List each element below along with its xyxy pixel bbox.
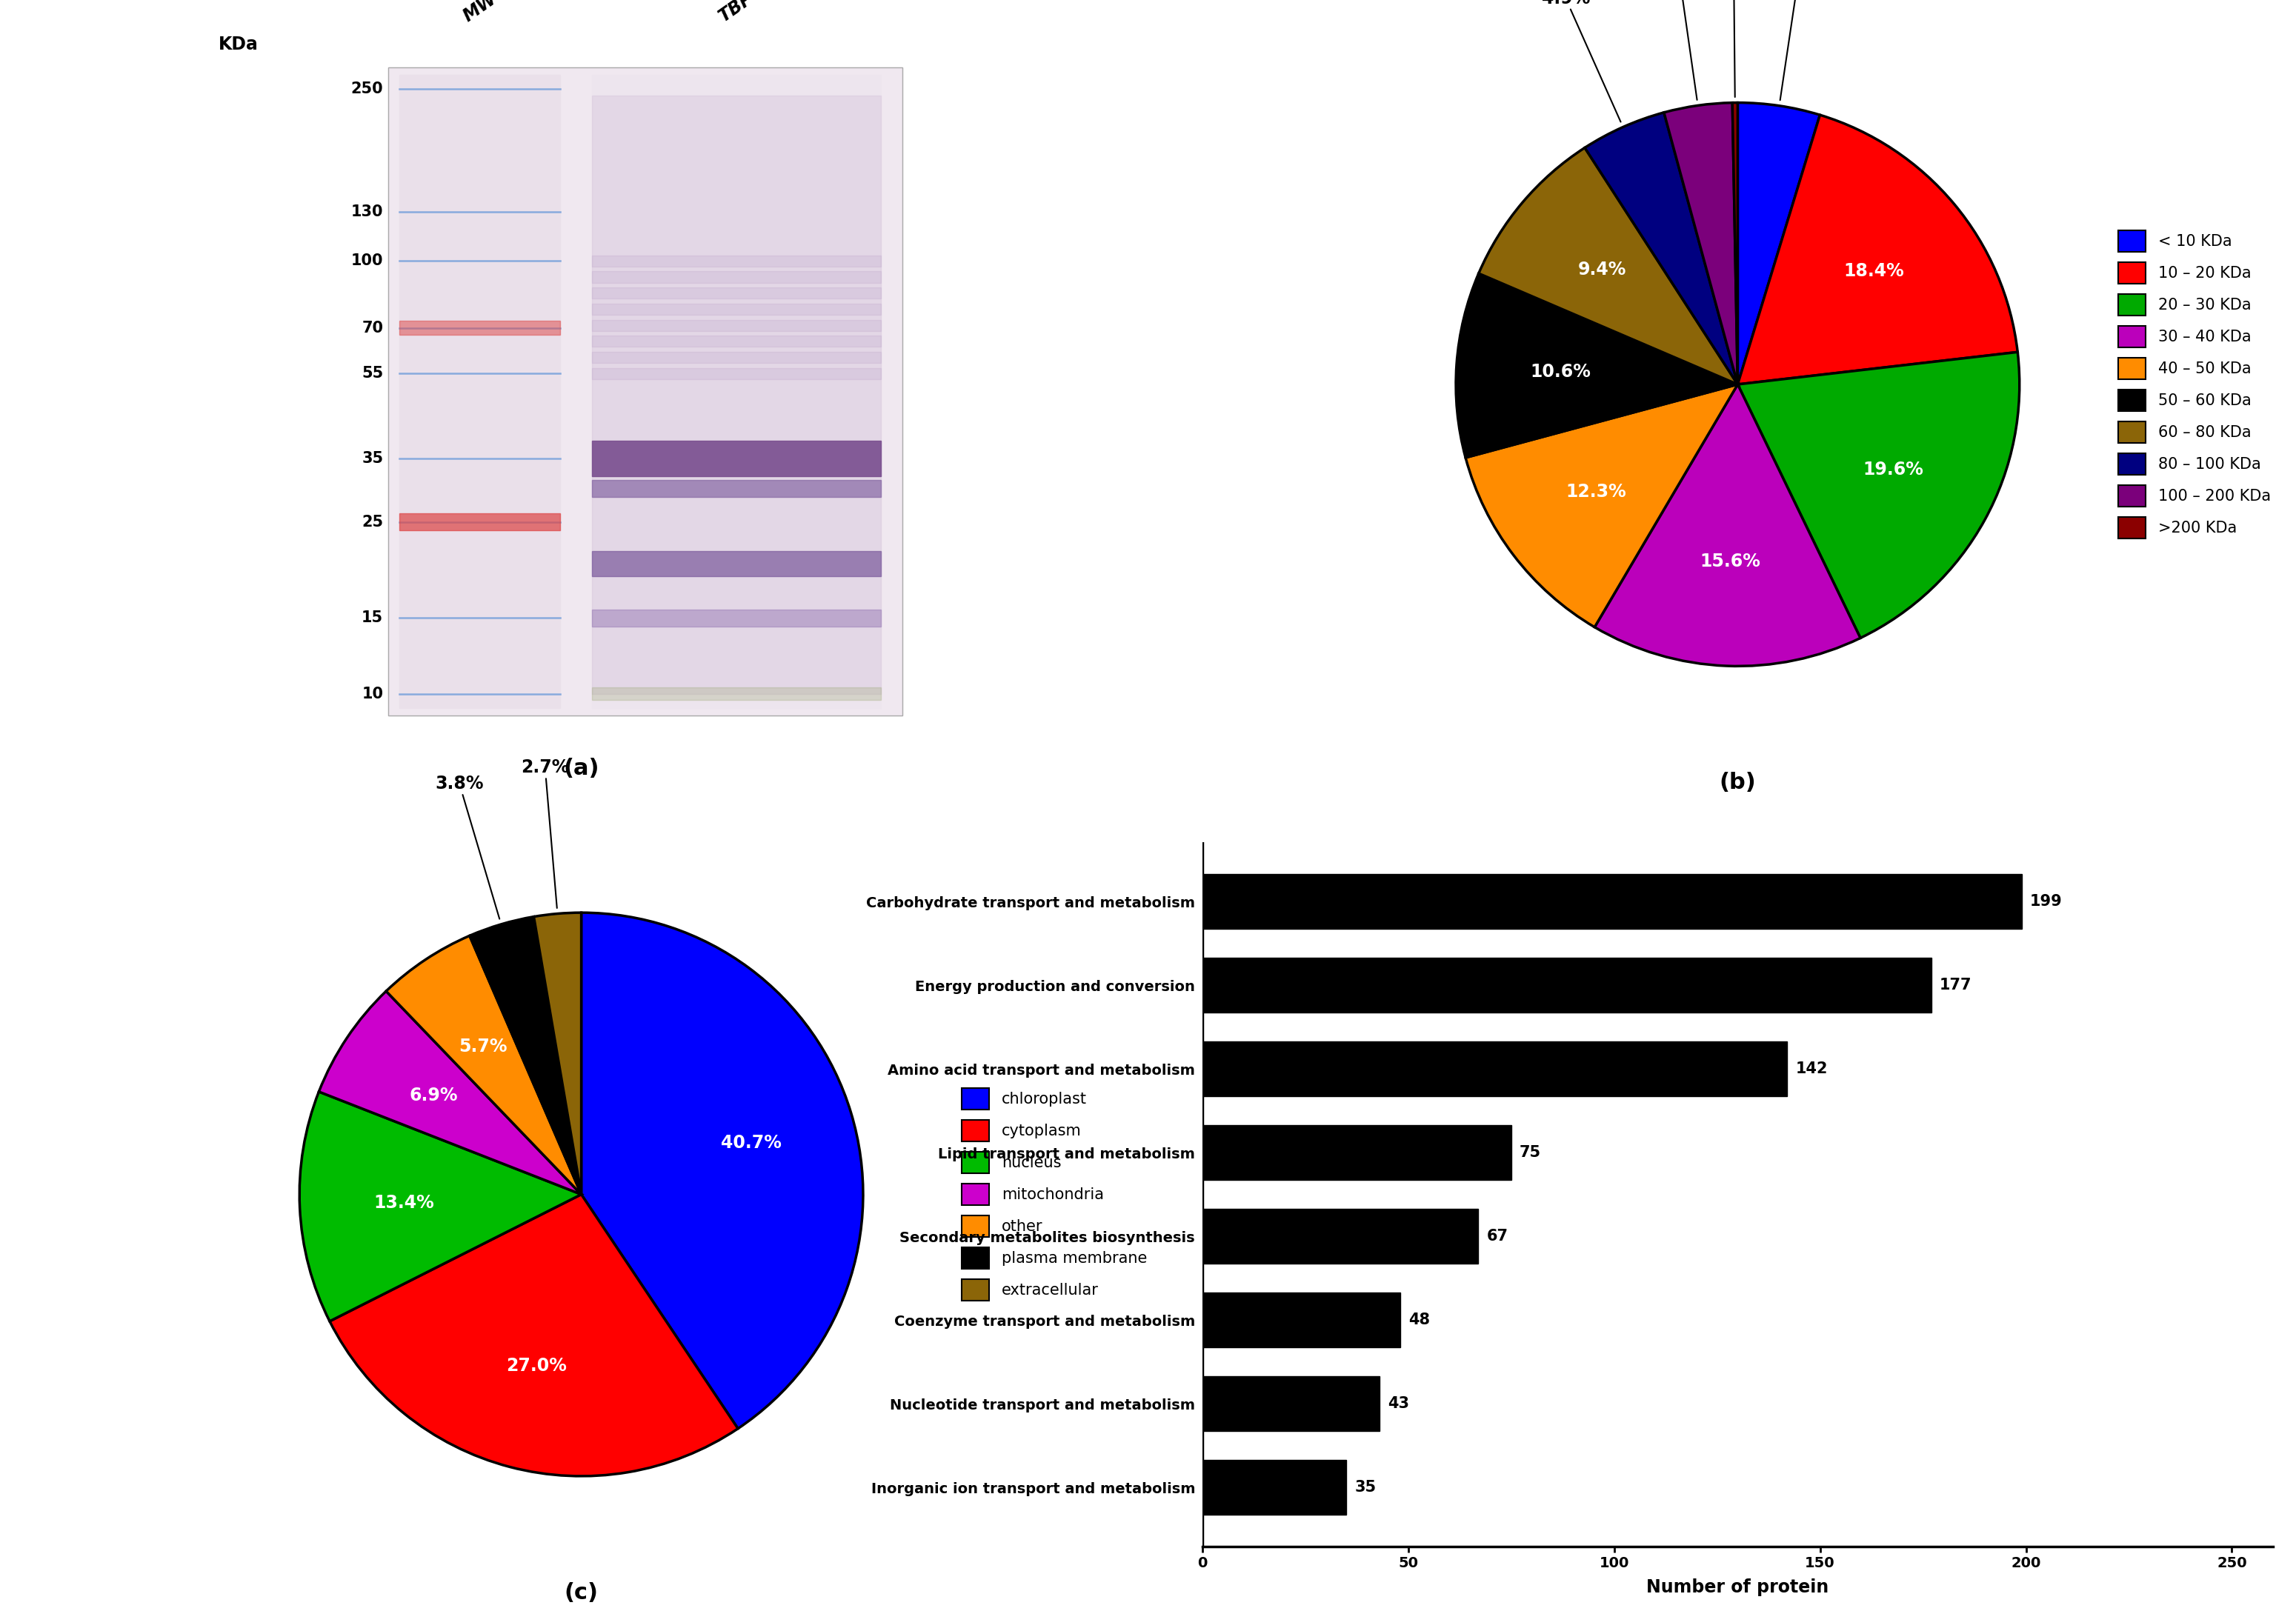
Bar — [592, 74, 882, 709]
Text: 48: 48 — [1407, 1313, 1430, 1327]
Text: 13.4%: 13.4% — [374, 1194, 434, 1211]
Text: KDa: KDa — [218, 35, 259, 53]
Wedge shape — [319, 991, 581, 1194]
Bar — [592, 287, 882, 298]
Text: 70: 70 — [363, 321, 383, 335]
Text: 5.7%: 5.7% — [459, 1037, 507, 1055]
Wedge shape — [471, 917, 581, 1194]
Text: 35: 35 — [363, 451, 383, 466]
Bar — [592, 271, 882, 282]
Text: MW: MW — [459, 0, 501, 26]
Text: (c): (c) — [565, 1582, 599, 1603]
Text: 43: 43 — [1387, 1397, 1410, 1411]
Text: 142: 142 — [1795, 1062, 1828, 1076]
Text: 3.8%: 3.8% — [436, 775, 501, 918]
Text: 100: 100 — [351, 253, 383, 269]
Wedge shape — [1596, 385, 1860, 665]
Wedge shape — [1665, 103, 1738, 385]
Text: 10: 10 — [363, 686, 383, 702]
Text: 9.4%: 9.4% — [1577, 261, 1626, 279]
Text: TBP: TBP — [716, 0, 758, 26]
Bar — [400, 74, 560, 709]
Wedge shape — [1738, 353, 2020, 638]
Wedge shape — [331, 1194, 737, 1476]
Bar — [1203, 959, 1931, 1012]
Text: 6.9%: 6.9% — [409, 1087, 457, 1105]
Bar — [592, 609, 882, 627]
Text: 27.0%: 27.0% — [505, 1356, 567, 1374]
Bar — [592, 688, 882, 699]
Bar — [1203, 1208, 1479, 1263]
Text: (a): (a) — [563, 757, 599, 780]
Text: 15: 15 — [363, 611, 383, 625]
Text: 4.7%: 4.7% — [1775, 0, 1825, 100]
Wedge shape — [1738, 114, 2018, 385]
Text: 12.3%: 12.3% — [1566, 483, 1626, 501]
Text: 130: 130 — [351, 205, 383, 219]
Text: 35: 35 — [1355, 1481, 1375, 1495]
Text: 25: 25 — [363, 514, 383, 530]
Text: 67: 67 — [1486, 1229, 1508, 1244]
Bar — [1203, 875, 2023, 928]
Wedge shape — [1584, 113, 1738, 385]
Text: 19.6%: 19.6% — [1862, 461, 1924, 478]
Text: 4.9%: 4.9% — [1541, 0, 1621, 122]
Bar — [388, 68, 902, 715]
Bar — [1203, 1376, 1380, 1431]
Wedge shape — [1465, 385, 1738, 627]
Bar — [1203, 1126, 1511, 1179]
Bar — [592, 351, 882, 362]
Bar — [592, 95, 882, 694]
Wedge shape — [298, 1092, 581, 1321]
Wedge shape — [533, 913, 581, 1194]
Bar — [388, 68, 902, 715]
Bar — [592, 441, 882, 477]
Bar — [592, 303, 882, 314]
Text: 250: 250 — [351, 81, 383, 97]
Wedge shape — [1479, 148, 1738, 385]
Text: 10.6%: 10.6% — [1529, 362, 1591, 380]
Bar — [1203, 1292, 1401, 1347]
Bar — [1203, 1460, 1345, 1514]
Wedge shape — [1456, 274, 1738, 458]
Bar — [400, 514, 560, 530]
Wedge shape — [386, 936, 581, 1194]
Bar — [592, 551, 882, 577]
Wedge shape — [1738, 103, 1821, 385]
Bar — [592, 319, 882, 330]
Text: 199: 199 — [2030, 894, 2062, 909]
Bar — [592, 367, 882, 379]
X-axis label: Number of protein: Number of protein — [1646, 1579, 1830, 1597]
Text: 15.6%: 15.6% — [1699, 553, 1761, 570]
Text: 75: 75 — [1520, 1145, 1541, 1160]
Text: 177: 177 — [1940, 978, 1972, 992]
Legend: chloroplast, cytoplasm, nucleus, mitochondria, other, plasma membrane, extracell: chloroplast, cytoplasm, nucleus, mitocho… — [955, 1081, 1153, 1307]
Text: 0.3%: 0.3% — [1711, 0, 1759, 97]
Bar — [592, 335, 882, 346]
Text: (b): (b) — [1720, 772, 1756, 793]
Text: 55: 55 — [360, 366, 383, 380]
Text: 3.9%: 3.9% — [1653, 0, 1701, 100]
Wedge shape — [1733, 103, 1738, 385]
Bar — [1203, 1042, 1786, 1095]
Text: 2.7%: 2.7% — [521, 759, 569, 909]
Bar — [400, 321, 560, 335]
Wedge shape — [581, 913, 863, 1429]
Text: 40.7%: 40.7% — [721, 1134, 781, 1152]
Legend: < 10 KDa, 10 – 20 KDa, 20 – 30 KDa, 30 – 40 KDa, 40 – 50 KDa, 50 – 60 KDa, 60 – : < 10 KDa, 10 – 20 KDa, 20 – 30 KDa, 30 –… — [2112, 224, 2278, 545]
Bar — [592, 480, 882, 498]
Bar — [592, 256, 882, 267]
Text: 18.4%: 18.4% — [1844, 263, 1903, 280]
